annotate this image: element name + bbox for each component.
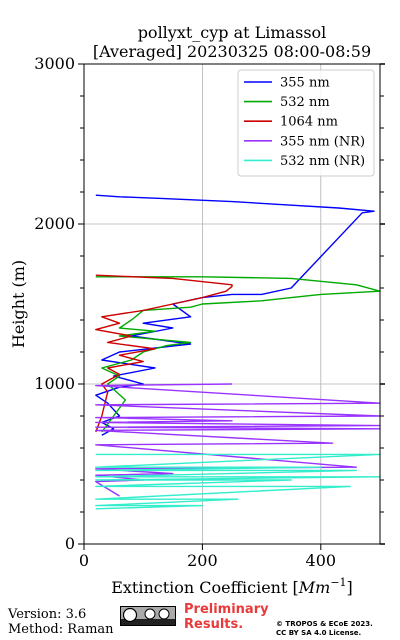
legend-label: 532 nm (NR) [280,154,365,169]
copyright-notice: © TROPOS & ECoE 2023. CC BY SA 4.0 Licen… [276,620,373,638]
by-icon [144,608,156,620]
preliminary-notice: Preliminary Results. [184,602,269,632]
x-axis-label: Extinction Coefficient [Mm−1] [111,576,353,597]
copyright-line1: © TROPOS & ECoE 2023. [276,620,373,628]
legend: 355 nm 532 nm 1064 nm 355 nm (NR) 532 nm (NR… [237,69,375,177]
series-line-0 [95,194,375,436]
ticks-layer: 0 200 400 0 1000 2000 3000 [34,54,385,570]
x-tick-label: 0 [79,551,89,570]
chart-title-line1: pollyxt_cyp at Limassol [138,23,327,42]
method-text: Method: Raman [8,622,114,637]
version-text: Version: 3.6 [8,607,87,622]
legend-box [237,69,375,177]
legend-label: 355 nm (NR) [280,134,365,149]
cc-icon [122,607,138,623]
series-line-1 [95,276,381,433]
x-axis-label-prefix: Extinction Coefficient [ [111,578,299,597]
x-axis-label-unit: Mm [298,578,331,597]
chart-title-line2: [Averaged] 20230325 08:00-08:59 [93,42,371,61]
x-axis-label-exponent: −1 [330,576,346,589]
legend-label: 355 nm [280,76,330,91]
legend-label: 1064 nm [280,115,338,130]
y-tick-label: 3000 [34,54,75,73]
y-axis-label: Height (m) [9,260,28,348]
sa-icon [158,608,170,620]
y-tick-label: 1000 [34,374,75,393]
y-tick-label: 0 [65,534,75,553]
series-layer [95,194,381,510]
copyright-line2: CC BY SA 4.0 License. [276,629,362,637]
plot-frame [83,63,381,545]
preliminary-line2: Results. [184,617,244,632]
x-tick-label: 400 [306,551,337,570]
x-axis-label-suffix: ] [347,578,353,597]
series-line-2 [95,274,233,433]
cc-license-badge [120,606,176,626]
x-tick-label: 200 [187,551,218,570]
series-line-4 [95,453,381,510]
y-tick-label: 2000 [34,214,75,233]
legend-label: 532 nm [280,95,330,110]
preliminary-line1: Preliminary [184,602,269,617]
